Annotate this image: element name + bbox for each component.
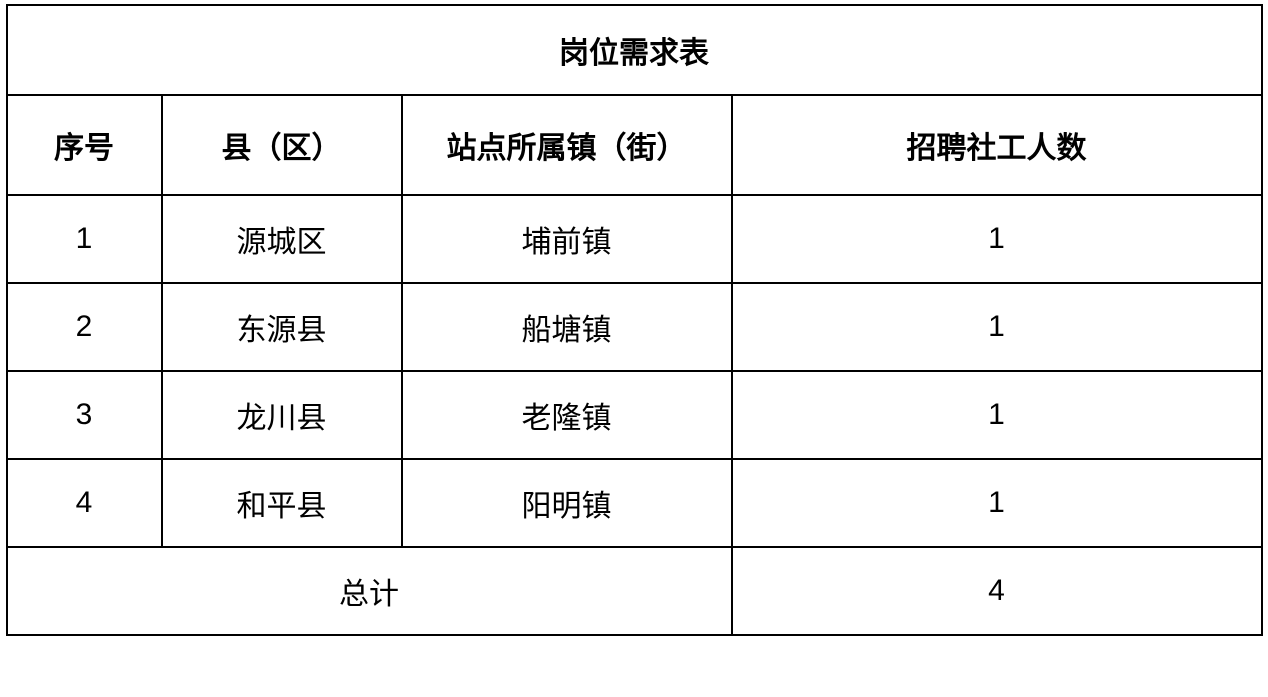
- cell-count: 1: [732, 195, 1262, 283]
- cell-index: 3: [7, 371, 162, 459]
- total-label: 总计: [7, 547, 732, 635]
- header-district: 县（区）: [162, 95, 402, 195]
- cell-count: 1: [732, 283, 1262, 371]
- cell-count: 1: [732, 459, 1262, 547]
- header-index: 序号: [7, 95, 162, 195]
- cell-town: 船塘镇: [402, 283, 732, 371]
- table-row: 2 东源县 船塘镇 1: [7, 283, 1262, 371]
- table-row: 1 源城区 埔前镇 1: [7, 195, 1262, 283]
- cell-town: 阳明镇: [402, 459, 732, 547]
- table-row: 3 龙川县 老隆镇 1: [7, 371, 1262, 459]
- header-count: 招聘社工人数: [732, 95, 1262, 195]
- cell-district: 东源县: [162, 283, 402, 371]
- cell-count: 1: [732, 371, 1262, 459]
- total-value: 4: [732, 547, 1262, 635]
- cell-index: 4: [7, 459, 162, 547]
- job-demand-table: 岗位需求表 序号 县（区） 站点所属镇（街） 招聘社工人数 1 源城区 埔前镇 …: [6, 4, 1263, 636]
- cell-town: 埔前镇: [402, 195, 732, 283]
- cell-index: 1: [7, 195, 162, 283]
- cell-district: 源城区: [162, 195, 402, 283]
- header-town: 站点所属镇（街）: [402, 95, 732, 195]
- table-title: 岗位需求表: [7, 5, 1262, 95]
- cell-town: 老隆镇: [402, 371, 732, 459]
- cell-index: 2: [7, 283, 162, 371]
- table-title-row: 岗位需求表: [7, 5, 1262, 95]
- table-total-row: 总计 4: [7, 547, 1262, 635]
- cell-district: 和平县: [162, 459, 402, 547]
- table-header-row: 序号 县（区） 站点所属镇（街） 招聘社工人数: [7, 95, 1262, 195]
- table-row: 4 和平县 阳明镇 1: [7, 459, 1262, 547]
- cell-district: 龙川县: [162, 371, 402, 459]
